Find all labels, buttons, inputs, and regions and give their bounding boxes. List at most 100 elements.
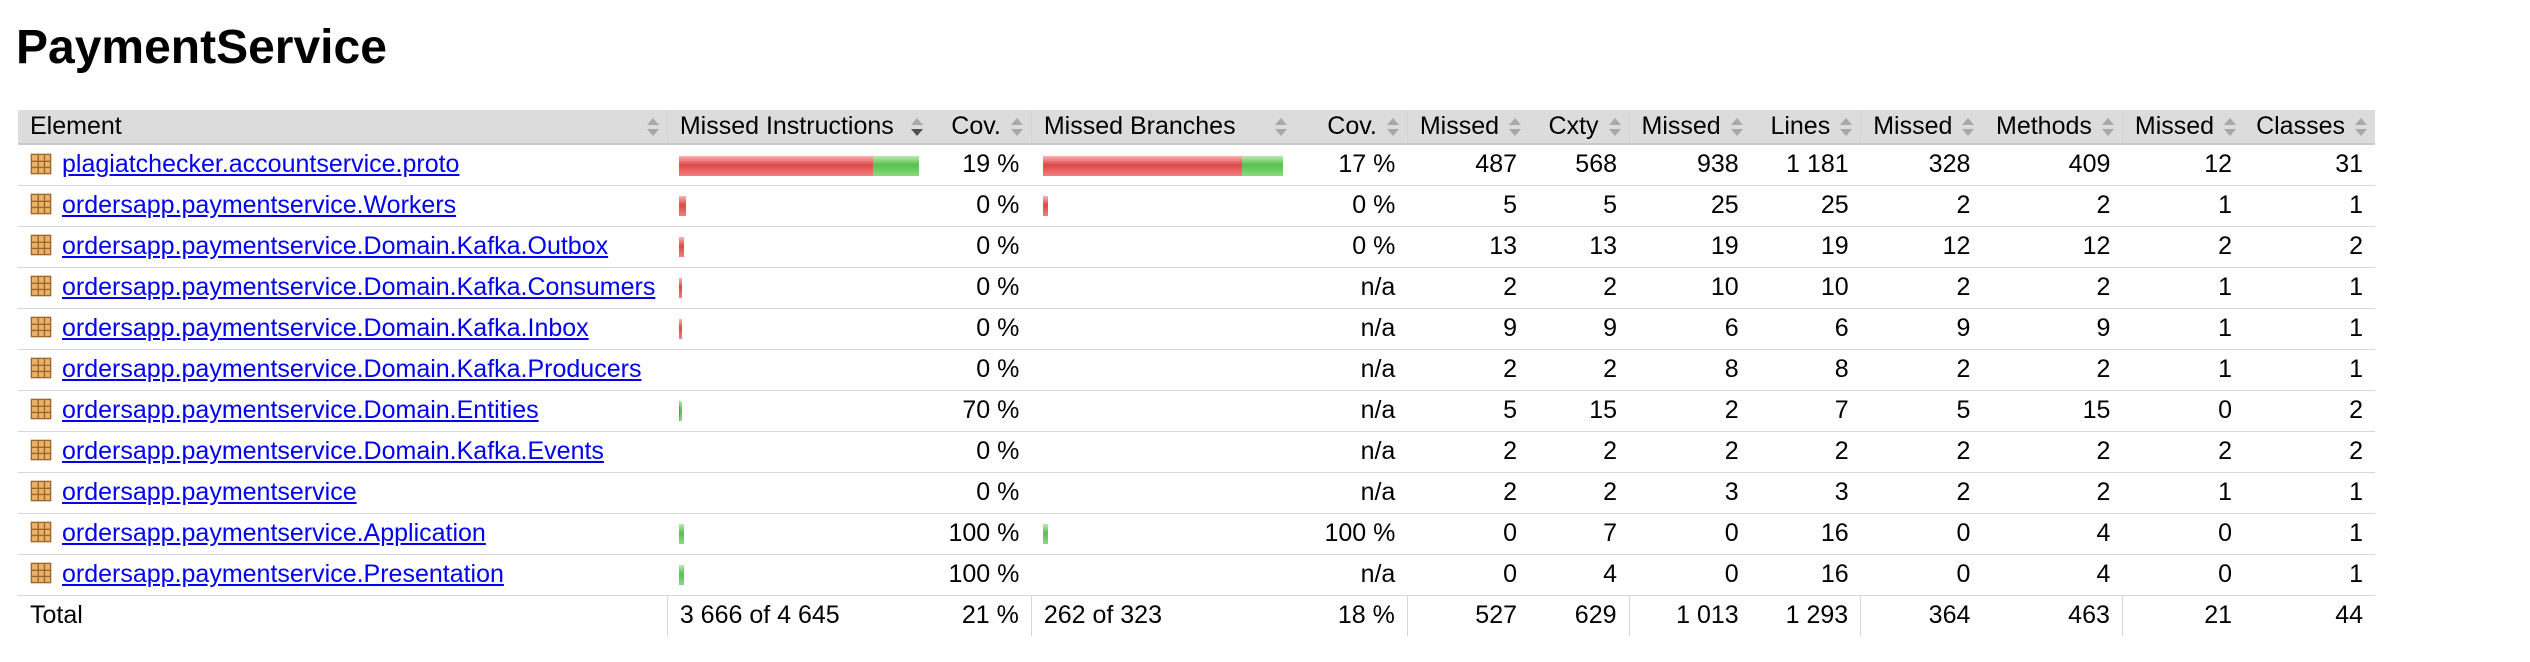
missed-instructions-bar (667, 472, 932, 514)
classes: 1 (2244, 554, 2375, 596)
total-methods: 463 (2068, 601, 2110, 630)
branch-coverage-bar (1043, 196, 1049, 217)
column-header-missed-classes[interactable]: Missed (2121, 110, 2245, 145)
total-row: Total 3 666 of 4 645 21 % 262 of 323 18 … (18, 595, 2375, 636)
column-header-missed-complexity[interactable]: Missed (1406, 110, 1530, 145)
missed-segment (679, 401, 681, 422)
methods: 2 (1982, 472, 2123, 514)
missed-classes: 1 (2122, 308, 2245, 350)
branch-coverage: 17 % (1295, 144, 1408, 186)
lines: 1 181 (1750, 144, 1861, 186)
lines: 2 (1750, 431, 1861, 473)
missed-methods: 2 (1860, 472, 1983, 514)
instruction-coverage: 0 % (931, 185, 1032, 227)
page-title: PaymentService (16, 21, 387, 74)
column-header-methods[interactable]: Methods (1982, 110, 2123, 145)
package-link[interactable]: ordersapp.paymentservice.Domain.Kafka.Ev… (62, 437, 604, 465)
missed-methods: 2 (1860, 349, 1983, 391)
methods: 2 (1982, 267, 2123, 309)
lines: 25 (1750, 185, 1861, 227)
missed-complexity: 5 (1407, 185, 1530, 227)
missed-segment (679, 319, 683, 340)
missed-lines: 10 (1629, 267, 1751, 309)
element-cell: ordersapp.paymentservice.Domain.Entities (18, 390, 668, 432)
column-header-branch-coverage[interactable]: Cov. (1295, 110, 1408, 145)
column-header-missed-lines[interactable]: Missed (1628, 110, 1751, 145)
package-link[interactable]: ordersapp.paymentservice.Application (62, 519, 486, 547)
table-row: ordersapp.paymentservice.Domain.Kafka.Pr… (18, 349, 2375, 391)
covered-segment (679, 524, 685, 545)
missed-branches-bar (1031, 390, 1296, 432)
column-header-label: Methods (1996, 112, 2092, 140)
missed-branches-bar (1031, 431, 1296, 473)
lines: 3 (1750, 472, 1861, 514)
missed-segment (679, 196, 687, 217)
missed-lines: 6 (1629, 308, 1751, 350)
missed-segment (1043, 196, 1049, 217)
package-link[interactable]: ordersapp.paymentservice.Presentation (62, 560, 504, 588)
instruction-coverage: 0 % (931, 226, 1032, 268)
missed-branches-bar (1031, 554, 1296, 596)
missed-instructions-bar (667, 431, 932, 473)
lines: 6 (1750, 308, 1861, 350)
column-header-complexity[interactable]: Cxty (1529, 110, 1630, 145)
branch-coverage: n/a (1295, 554, 1408, 596)
column-header-label: Missed (1873, 112, 1953, 140)
instruction-coverage-bar (679, 524, 685, 545)
instruction-coverage: 0 % (931, 349, 1032, 391)
table-row: ordersapp.paymentservice.Domain.Kafka.Ev… (18, 431, 2375, 473)
table-row: ordersapp.paymentservice.Domain.Kafka.Ou… (18, 226, 2375, 268)
missed-lines: 25 (1629, 185, 1751, 227)
package-link[interactable]: ordersapp.paymentservice.Domain.Entities (62, 396, 539, 424)
branch-coverage: n/a (1295, 308, 1408, 350)
instruction-coverage: 19 % (931, 144, 1032, 186)
missed-branches-bar (1031, 144, 1296, 186)
element-cell: ordersapp.paymentservice.Domain.Kafka.Ou… (18, 226, 668, 268)
package-icon (30, 522, 52, 543)
classes: 2 (2244, 390, 2375, 432)
column-header-label: Missed Instructions (679, 112, 894, 140)
classes: 2 (2244, 226, 2375, 268)
element-cell: ordersapp.paymentservice.Workers (18, 185, 668, 227)
column-header-instruction-coverage[interactable]: Cov. (931, 110, 1032, 145)
column-header-missed-instructions[interactable]: Missed Instructions (666, 110, 932, 145)
column-header-label: Missed (1419, 112, 1500, 140)
package-link[interactable]: plagiatchecker.accountservice.proto (62, 150, 460, 179)
column-header-label: Missed Branches (1043, 112, 1236, 140)
column-header-label: Cov. (951, 112, 1001, 140)
sort-icon (1840, 117, 1853, 136)
package-icon (30, 358, 52, 379)
missed-lines: 2 (1629, 390, 1751, 432)
methods: 2 (1982, 431, 2123, 473)
missed-lines: 19 (1629, 226, 1751, 268)
column-header-label: Cxty (1548, 112, 1599, 140)
missed-lines: 8 (1629, 349, 1751, 391)
lines: 7 (1750, 390, 1861, 432)
covered-segment (1242, 155, 1284, 176)
package-icon (30, 235, 52, 256)
missed-complexity: 13 (1407, 226, 1530, 268)
complexity: 9 (1529, 308, 1630, 350)
package-link[interactable]: ordersapp.paymentservice (62, 478, 357, 506)
column-header-element[interactable]: Element (18, 110, 668, 145)
total-missed-lines: 1 013 (1628, 595, 1751, 636)
package-link[interactable]: ordersapp.paymentservice.Domain.Kafka.In… (62, 314, 589, 342)
total-missed-classes: 21 (2121, 595, 2245, 636)
missed-classes: 1 (2122, 267, 2245, 309)
missed-complexity: 2 (1407, 472, 1530, 514)
package-link[interactable]: ordersapp.paymentservice.Workers (62, 191, 457, 219)
covered-segment (873, 155, 920, 176)
instruction-coverage-bar (679, 155, 920, 176)
package-link[interactable]: ordersapp.paymentservice.Domain.Kafka.Pr… (62, 355, 642, 383)
column-header-missed-methods[interactable]: Missed (1860, 110, 1983, 145)
package-link[interactable]: ordersapp.paymentservice.Domain.Kafka.Co… (62, 273, 656, 301)
column-header-missed-branches[interactable]: Missed Branches (1030, 110, 1296, 145)
package-link[interactable]: ordersapp.paymentservice.Domain.Kafka.Ou… (62, 232, 609, 260)
instruction-coverage: 70 % (931, 390, 1032, 432)
column-header-classes[interactable]: Classes (2244, 110, 2375, 145)
missed-instructions-bar (667, 144, 932, 186)
complexity: 13 (1529, 226, 1630, 268)
complexity: 5 (1529, 185, 1630, 227)
covered-segment (679, 565, 685, 586)
column-header-lines[interactable]: Lines (1750, 110, 1861, 145)
